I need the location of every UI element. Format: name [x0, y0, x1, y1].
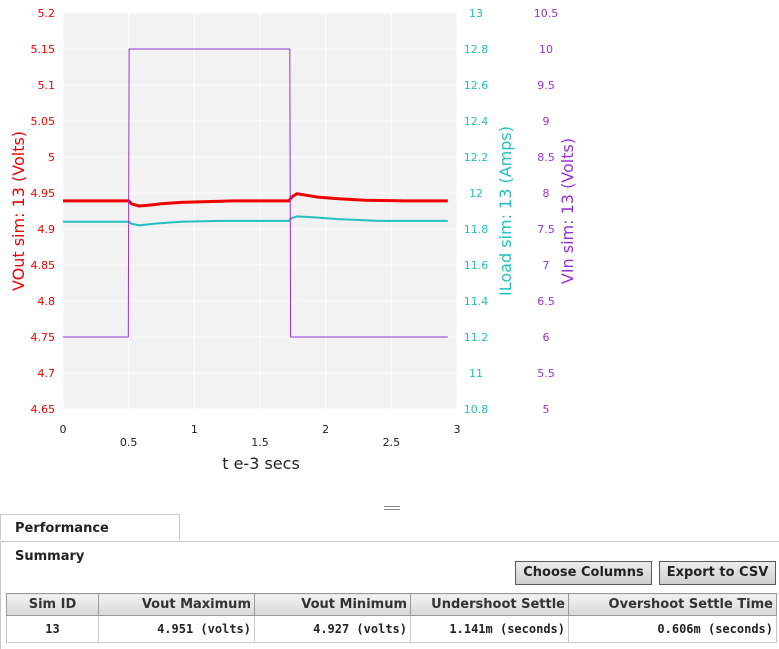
- cell-sim-id: 13: [6, 615, 99, 643]
- y-tick-label-right2: 8: [543, 187, 550, 200]
- y-tick-label-left: 4.75: [31, 331, 56, 344]
- tab-performance-summary[interactable]: Performance Summary: [0, 514, 180, 564]
- performance-summary-table: Sim ID Vout Maximum Vout Minimum Undersh…: [6, 593, 777, 643]
- y-tick-label-right1: 12.2: [464, 151, 489, 164]
- series-line-left: [63, 192, 448, 208]
- cell-vout-minimum: 4.927 (volts): [254, 615, 411, 643]
- y-tick-label-right1: 11.8: [464, 223, 489, 236]
- y-tick-label-left: 5.1: [38, 79, 56, 92]
- y-tick-label-right1: 12.6: [464, 79, 489, 92]
- y-tick-label-right2: 7: [543, 259, 550, 272]
- y-tick-label-left: 5.15: [31, 43, 56, 56]
- y-tick-label-left: 4.8: [38, 295, 56, 308]
- series-line-right2: [63, 48, 448, 338]
- y-axis-label-left: VOut sim: 13 (Volts): [9, 131, 28, 291]
- y-tick-label-right2: 6.5: [537, 295, 555, 308]
- column-header-vout-minimum[interactable]: Vout Minimum: [254, 593, 411, 616]
- y-tick-label-left: 5: [48, 151, 55, 164]
- y-tick-label-right1: 11.2: [464, 331, 489, 344]
- y-tick-label-right1: 12.8: [464, 43, 489, 56]
- y-tick-label-right1: 12.4: [464, 115, 489, 128]
- choose-columns-button[interactable]: Choose Columns: [515, 561, 652, 585]
- cell-vout-maximum: 4.951 (volts): [98, 615, 255, 643]
- y-tick-label-right2: 10: [539, 43, 553, 56]
- y-tick-label-left: 4.85: [31, 259, 56, 272]
- y-tick-label-left: 4.95: [31, 187, 56, 200]
- y-tick-label-left: 4.9: [38, 223, 56, 236]
- tab-strip: Performance Summary: [0, 514, 779, 564]
- y-tick-label-right1: 10.8: [464, 403, 489, 416]
- y-axis-label-right2: VIn sim: 13 (Volts): [558, 138, 577, 284]
- y-tick-label-right2: 9: [543, 115, 550, 128]
- column-header-undershoot-settle[interactable]: Undershoot Settle: [410, 593, 569, 616]
- y-tick-label-right2: 10.5: [534, 7, 559, 20]
- y-tick-label-right2: 6: [543, 331, 550, 344]
- export-csv-button[interactable]: Export to CSV: [659, 561, 776, 585]
- column-header-overshoot-settle-time[interactable]: Overshoot Settle Time: [568, 593, 777, 616]
- panel-border: [0, 541, 1, 649]
- x-tick-label: 0: [60, 423, 67, 436]
- waveform-chart: 5.2 5.15 5.1 5.05 5 4.95 4.9 4.85 4.8 4.75 4.7 4.65…: [9, 7, 577, 473]
- y-tick-label-left: 5.2: [38, 7, 56, 20]
- table-row[interactable]: 13 4.951 (volts) 4.927 (volts) 1.141m (s…: [6, 615, 777, 643]
- y-tick-label-left: 4.7: [38, 367, 56, 380]
- y-tick-label-right1: 11.4: [464, 295, 489, 308]
- cell-overshoot-settle-time: 0.606m (seconds): [568, 615, 777, 643]
- y-tick-label-right2: 5.5: [537, 367, 555, 380]
- y-tick-label-right1: 11.6: [464, 259, 489, 272]
- y-tick-label-right2: 9.5: [537, 79, 555, 92]
- series-line-right1: [63, 215, 448, 227]
- cell-undershoot-settle: 1.141m (seconds): [410, 615, 569, 643]
- y-tick-label-right2: 5: [543, 403, 550, 416]
- column-header-sim-id[interactable]: Sim ID: [6, 593, 99, 616]
- x-tick-label: 1: [191, 423, 198, 436]
- y-tick-label-right1: 13: [469, 7, 483, 20]
- y-tick-label-right2: 8.5: [537, 151, 555, 164]
- y-tick-label-right1: 11: [469, 367, 483, 380]
- splitter-handle[interactable]: [384, 506, 400, 512]
- y-axis-label-right1: ILoad sim: 13 (Amps): [496, 126, 515, 296]
- x-tick-label: 0.5: [120, 436, 138, 449]
- y-tick-label-right2: 7.5: [537, 223, 555, 236]
- table-header-row: Sim ID Vout Maximum Vout Minimum Undersh…: [6, 593, 777, 616]
- x-tick-label: 1.5: [251, 436, 269, 449]
- y-tick-label-right1: 12: [469, 187, 483, 200]
- x-axis-label: t e-3 secs: [222, 454, 300, 473]
- y-tick-label-left: 4.65: [31, 403, 56, 416]
- x-tick-label: 3: [454, 423, 461, 436]
- chart-svg: 5.2 5.15 5.1 5.05 5 4.95 4.9 4.85 4.8 4.75 4.7 4.65…: [9, 7, 577, 473]
- x-tick-label: 2.5: [383, 436, 401, 449]
- column-header-vout-maximum[interactable]: Vout Maximum: [98, 593, 255, 616]
- x-tick-label: 2: [322, 423, 329, 436]
- y-tick-label-left: 5.05: [31, 115, 56, 128]
